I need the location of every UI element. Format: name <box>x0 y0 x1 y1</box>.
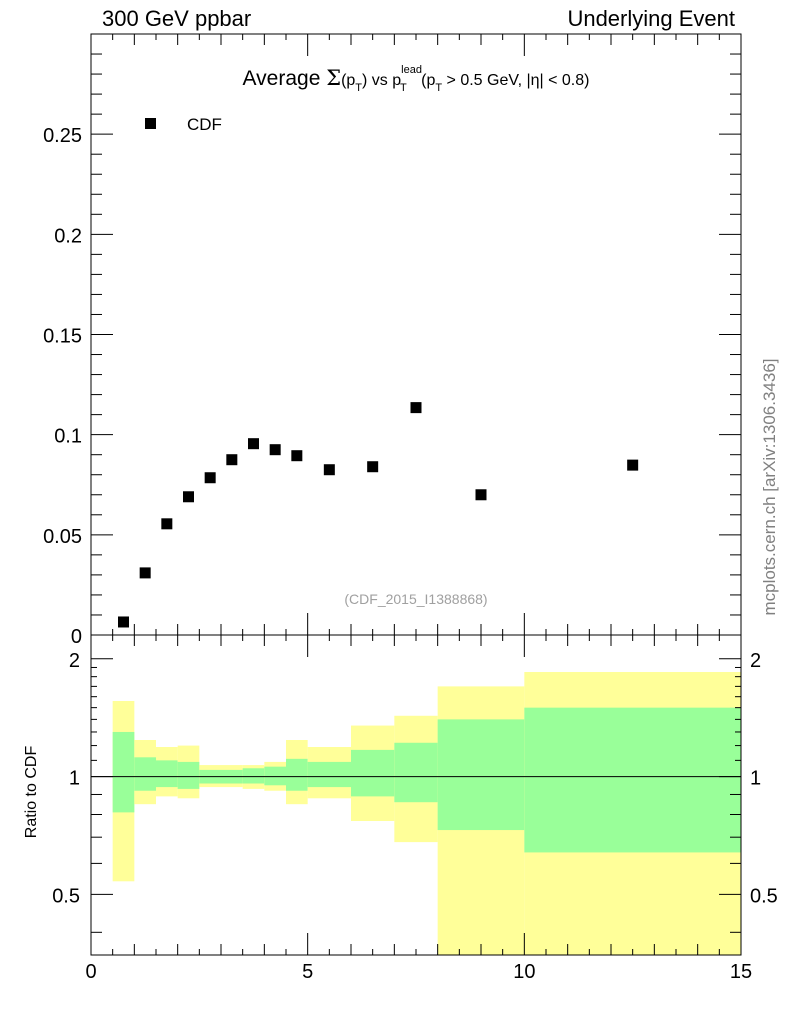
green-band-bin <box>286 758 308 791</box>
x-tick-label: 10 <box>513 961 535 983</box>
ratio-y-tick-label: 2 <box>69 650 80 672</box>
watermark-label: (CDF_2015_I1388868) <box>344 591 487 607</box>
data-point <box>269 444 281 456</box>
main-y-tick-label: 0.2 <box>54 225 82 247</box>
header-right-label: Underlying Event <box>567 6 735 31</box>
green-band-bin <box>264 766 286 786</box>
data-point <box>291 450 303 462</box>
ratio-y-tick-label-right: 1 <box>750 768 761 790</box>
x-tick-label: 15 <box>730 961 752 983</box>
data-point <box>226 454 238 466</box>
ratio-y-tick-label-right: 0.5 <box>750 885 778 907</box>
data-point <box>367 461 379 473</box>
ratio-uncertainty-bands <box>112 672 741 955</box>
green-band-bin <box>351 749 395 797</box>
x-axis-ticks: 0 5 10 15 <box>85 34 752 983</box>
green-band-bin <box>156 760 178 788</box>
legend-marker <box>145 118 156 129</box>
ratio-y-axis-label: Ratio to CDF <box>23 746 40 839</box>
data-point <box>139 567 151 579</box>
main-axis-ticks: 0 0.05 0.1 0.15 0.2 0.25 <box>43 33 741 648</box>
data-point <box>161 518 173 530</box>
data-point <box>323 464 335 476</box>
ratio-y-tick-label: 0.5 <box>52 885 80 907</box>
main-y-tick-label: 0 <box>71 626 82 648</box>
header-left-label: 300 GeV ppbar <box>102 6 252 31</box>
green-band-bin <box>112 731 135 813</box>
main-y-tick-label: 0.15 <box>43 326 82 348</box>
main-y-tick-label: 0.05 <box>43 526 82 548</box>
green-band-bin <box>134 757 156 791</box>
ratio-y-tick-label-right: 2 <box>750 650 761 672</box>
chart-title: Average Σ(pT) vs plead T (pT > 0.5 GeV, |… <box>243 64 590 94</box>
green-band-bin <box>437 719 525 831</box>
x-tick-label: 0 <box>85 961 96 983</box>
main-data-points <box>118 402 639 628</box>
x-tick-label: 5 <box>302 961 313 983</box>
legend-label: CDF <box>187 115 222 134</box>
data-point <box>410 402 422 414</box>
green-band-bin <box>177 761 200 789</box>
data-point <box>183 491 194 503</box>
green-band-bin <box>242 768 265 784</box>
ratio-axis-ticks: 0.5 0.5 1 1 2 2 <box>52 650 778 933</box>
ratio-plot-panel: 0.5 0.5 1 1 2 2 Ratio to CDF <box>23 634 778 956</box>
data-point <box>204 472 216 484</box>
data-point <box>627 459 639 471</box>
main-plot-panel: Average Σ(pT) vs plead T (pT > 0.5 GeV, |… <box>43 33 742 648</box>
data-point <box>118 616 129 628</box>
green-band-bin <box>307 761 351 788</box>
main-y-tick-label: 0.25 <box>43 125 82 147</box>
green-band-bin <box>524 707 741 853</box>
data-point <box>248 438 259 450</box>
data-point <box>475 489 487 501</box>
green-band-bin <box>394 742 438 803</box>
ratio-y-tick-label: 1 <box>69 768 80 790</box>
main-y-tick-label: 0.1 <box>54 426 82 448</box>
